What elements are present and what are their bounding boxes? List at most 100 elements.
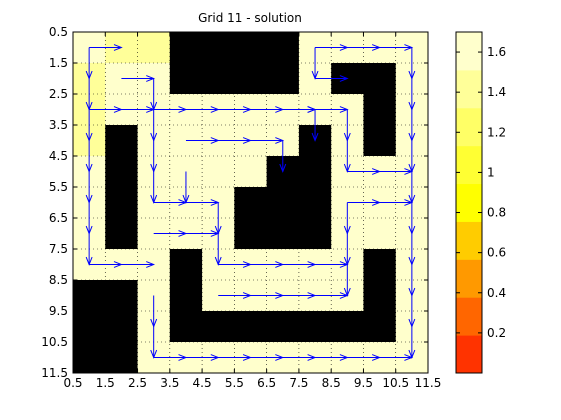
x-tick-label: 10.5: [382, 376, 409, 390]
y-tick-label: 4.5: [49, 149, 68, 163]
heatmap-cell: [363, 280, 397, 312]
colorbar-segment: [456, 107, 482, 147]
policy-arrow: [311, 109, 319, 142]
x-tick-label: 1.5: [96, 376, 115, 390]
heatmap-cell: [202, 32, 235, 64]
heatmap-cell: [73, 342, 106, 374]
heatmap-cell: [169, 249, 203, 281]
heatmap-cell: [234, 218, 268, 250]
y-tick-label: 0.5: [49, 25, 68, 39]
heatmap-cell: [202, 156, 235, 188]
policy-arrows: [85, 44, 416, 361]
x-tick-label: 0.5: [63, 376, 82, 390]
heatmap-cell: [169, 311, 203, 343]
colorbar-tick-label: 0.6: [487, 246, 506, 260]
colorbar-segment: [456, 335, 482, 374]
heatmap-cell: [73, 311, 106, 343]
policy-arrow: [379, 168, 414, 175]
policy-arrow: [315, 261, 349, 268]
heatmap-cell: [234, 63, 268, 95]
heatmap-cell: [105, 342, 138, 374]
y-axis-ticks: 0.5 1.5 2.5 3.5 4.5 5.5 6.5 7.5 8.5 9.5 10.5 11.5: [41, 25, 428, 380]
colorbar-frame: [455, 31, 483, 374]
chart-title: Grid 11 - solution: [198, 11, 302, 25]
colorbar-segment: [456, 221, 482, 260]
x-tick-label: 4.5: [193, 376, 212, 390]
policy-arrow: [279, 140, 287, 173]
y-tick-label: 10.5: [41, 335, 68, 349]
x-tick-label: 3.5: [160, 376, 179, 390]
heatmap-cell: [169, 280, 203, 312]
y-tick-label: 1.5: [49, 56, 68, 70]
policy-arrow: [185, 230, 220, 237]
y-tick-label: 9.5: [49, 304, 68, 318]
colorbar-tick-label: 1.6: [487, 45, 506, 59]
x-tick-label: 9.5: [354, 376, 373, 390]
heatmap-cell: [363, 311, 397, 343]
heatmap-cell: [363, 249, 397, 281]
colorbar-tick-label: 1: [487, 165, 495, 179]
policy-arrow: [379, 199, 414, 206]
heatmap-cell: [105, 156, 138, 188]
colorbar-segment: [456, 183, 482, 222]
x-tick-label: 8.5: [322, 376, 341, 390]
heatmap-cell: [169, 32, 203, 64]
heatmap-cell: [105, 125, 138, 157]
y-tick-label: 11.5: [41, 366, 68, 380]
policy-arrow: [315, 75, 349, 82]
heatmap-cell: [363, 218, 397, 250]
colorbar-tick-label: 1.2: [487, 125, 506, 139]
heatmap-cell: [298, 218, 332, 250]
y-tick-label: 6.5: [49, 211, 68, 225]
heatmap-cell: [266, 63, 300, 95]
heatmap-cell: [363, 125, 397, 157]
heatmap-cell: [266, 187, 300, 219]
colorbar-segment: [456, 145, 482, 185]
colorbar-segment: [456, 259, 482, 298]
heatmap-cell: [169, 63, 203, 95]
y-tick-label: 5.5: [49, 180, 68, 194]
heatmap-cell: [363, 94, 397, 126]
heatmap-cell: [298, 187, 332, 219]
heatmap-cell: [105, 218, 138, 250]
x-tick-label: 6.5: [257, 376, 276, 390]
x-tick-label: 5.5: [225, 376, 244, 390]
colorbar-tick-label: 1.4: [487, 85, 506, 99]
heatmap-cell: [298, 156, 332, 188]
y-tick-label: 2.5: [49, 87, 68, 101]
heatmap-cell: [298, 311, 332, 343]
heatmap-cell: [105, 187, 138, 219]
policy-arrow: [89, 44, 123, 51]
x-tick-label: 11.5: [415, 376, 442, 390]
heatmap-cell: [73, 280, 106, 312]
heatmap-cell: [331, 311, 364, 343]
plot-frame: [72, 31, 429, 374]
heatmap-cell: [137, 32, 171, 64]
x-tick-label: 2.5: [128, 376, 147, 390]
heatmap-cell: [234, 311, 268, 343]
heatmap-cell: [105, 311, 138, 343]
heatmap-cell: [266, 32, 300, 64]
heatmap-cell: [202, 311, 235, 343]
heatmap-cell: [234, 187, 268, 219]
colorbar-tick-label: 0.4: [487, 286, 506, 300]
policy-arrow: [121, 261, 156, 268]
heatmap-cell: [234, 156, 268, 188]
x-axis-ticks: 0.5 1.5 2.5 3.5 4.5 5.5 6.5 7.5 8.5 9.5 10.5 11.5: [63, 32, 441, 390]
heatmap-cell: [234, 32, 268, 64]
heatmap-cell: [266, 218, 300, 250]
y-tick-label: 7.5: [49, 242, 68, 256]
policy-arrow: [379, 354, 414, 361]
policy-arrow: [315, 292, 349, 299]
y-tick-label: 3.5: [49, 118, 68, 132]
heatmap-cell: [266, 311, 300, 343]
x-tick-label: 7.5: [289, 376, 308, 390]
heatmap-cell: [105, 280, 138, 312]
y-tick-label: 8.5: [49, 273, 68, 287]
colorbar-tick-label: 0.2: [487, 326, 506, 340]
heatmap-cell: [363, 63, 397, 95]
policy-arrow: [182, 171, 190, 204]
colorbar-segment: [456, 69, 482, 109]
colorbar-segment: [456, 297, 482, 336]
